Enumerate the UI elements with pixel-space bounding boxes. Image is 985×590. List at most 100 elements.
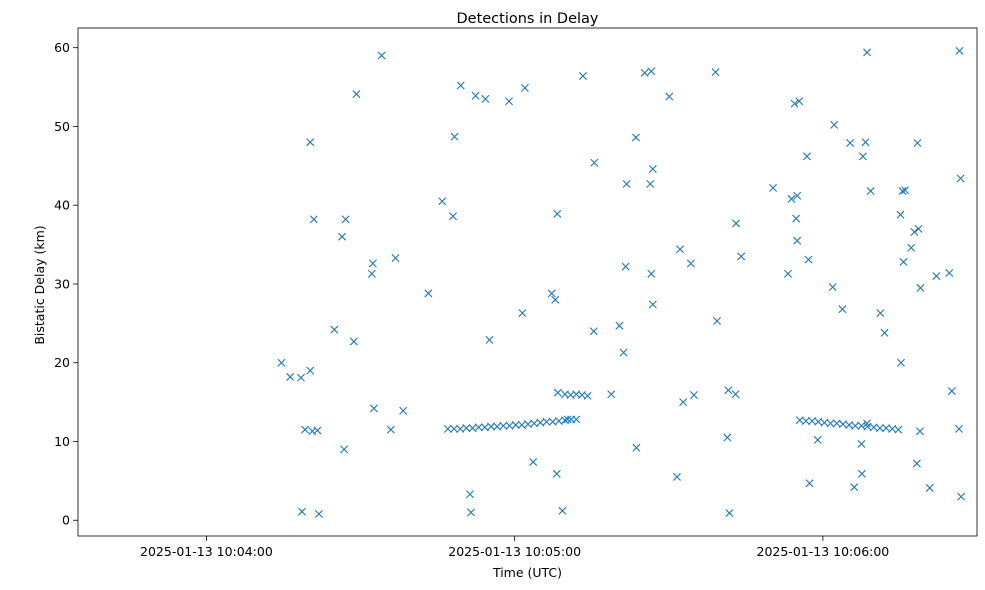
data-point-marker (369, 404, 378, 413)
data-point-marker (648, 164, 657, 173)
data-point-marker (646, 179, 655, 188)
chart-title: Detections in Delay (456, 11, 598, 27)
data-point-marker (947, 387, 956, 396)
data-point-marker (296, 373, 305, 382)
data-point-marker (876, 309, 885, 318)
data-point-marker (676, 245, 685, 254)
data-point-marker (925, 483, 934, 492)
data-point-marker (286, 372, 295, 381)
data-point-marker (802, 152, 811, 161)
data-point-marker (857, 469, 866, 478)
data-point-marker (732, 219, 741, 228)
x-axis-label: Time (UTC) (492, 565, 562, 580)
data-point-marker (723, 433, 732, 442)
data-point-marker (277, 358, 286, 367)
x-tick-label: 2025-01-13 10:05:00 (448, 544, 581, 559)
data-point-marker (647, 67, 656, 76)
y-tick-label: 0 (62, 513, 70, 528)
data-point-marker (955, 424, 964, 433)
data-point-marker (801, 417, 810, 425)
data-point-marker (529, 457, 538, 466)
data-point-marker (880, 328, 889, 337)
data-point-marker (896, 210, 905, 219)
data-point-marker (826, 419, 835, 428)
data-point-marker (861, 138, 870, 147)
data-point-marker (915, 427, 924, 436)
data-point-marker (679, 398, 688, 407)
data-point-marker (438, 197, 447, 206)
data-point-marker (769, 183, 778, 192)
data-point-marker (306, 366, 315, 375)
data-point-marker (338, 232, 347, 241)
data-point-marker (456, 81, 465, 90)
data-point-marker (957, 492, 966, 501)
data-point-marker (725, 509, 734, 518)
data-point-marker (558, 506, 567, 515)
data-point-marker (783, 269, 792, 278)
data-point-marker (689, 391, 698, 400)
data-points (277, 46, 966, 518)
y-tick-label: 10 (54, 434, 70, 449)
data-point-marker (487, 422, 496, 431)
data-point-marker (648, 300, 657, 309)
data-point-marker (622, 179, 631, 188)
data-point-marker (792, 214, 801, 223)
data-point-marker (724, 386, 733, 395)
data-point-marker (518, 309, 527, 318)
data-point-marker (309, 215, 318, 224)
data-point-marker (368, 259, 377, 268)
data-point-marker (590, 158, 599, 167)
data-point-marker (863, 419, 872, 428)
x-tick-label: 2025-01-13 10:04:00 (140, 544, 273, 559)
data-point-marker (621, 262, 630, 271)
data-point-marker (916, 283, 925, 292)
data-point-marker (615, 321, 624, 330)
data-point-marker (901, 186, 910, 195)
y-axis-label: Bistatic Delay (km) (32, 225, 47, 344)
data-point-marker (851, 421, 860, 430)
data-point-marker (481, 94, 490, 103)
data-point-marker (520, 83, 529, 92)
data-point-marker (314, 509, 323, 518)
y-tick-label: 30 (54, 276, 70, 291)
data-point-marker (828, 283, 837, 292)
data-point-marker (912, 459, 921, 468)
data-point-marker (399, 406, 408, 415)
data-point-marker (898, 187, 907, 196)
y-tick-label: 50 (54, 119, 70, 134)
data-point-marker (424, 289, 433, 298)
data-point-marker (640, 68, 649, 77)
data-point-marker (813, 435, 822, 444)
data-point-marker (619, 348, 628, 357)
data-point-marker (665, 92, 674, 101)
data-point-marker (505, 97, 513, 106)
plot-area (78, 28, 977, 536)
data-point-marker (866, 187, 875, 196)
data-point-marker (914, 224, 923, 233)
data-point-marker (552, 469, 561, 478)
data-point-marker (875, 424, 884, 433)
data-point-marker (377, 51, 386, 60)
data-point-marker (857, 439, 866, 448)
x-axis-ticks: 2025-01-13 10:04:00 2025-01-13 10:05:00 20… (140, 536, 889, 559)
data-point-marker (830, 120, 839, 129)
data-point-marker (578, 72, 587, 81)
data-point-marker (450, 424, 459, 433)
data-point-marker (711, 68, 720, 77)
data-point-marker (301, 425, 310, 434)
data-point-marker (462, 424, 471, 433)
data-point-marker (846, 139, 855, 147)
data-point-marker (896, 358, 905, 367)
data-point-marker (306, 138, 315, 147)
data-point-marker (790, 99, 799, 108)
data-point-marker (793, 236, 802, 245)
y-axis-ticks: 0 10 20 30 40 50 60 (54, 40, 78, 528)
data-point-marker (349, 337, 358, 346)
data-point-marker (583, 391, 592, 400)
data-point-marker (563, 415, 572, 424)
plot-frame (77, 27, 978, 537)
data-point-marker (795, 97, 804, 106)
data-point-marker (589, 327, 598, 336)
data-point-marker (631, 133, 640, 142)
